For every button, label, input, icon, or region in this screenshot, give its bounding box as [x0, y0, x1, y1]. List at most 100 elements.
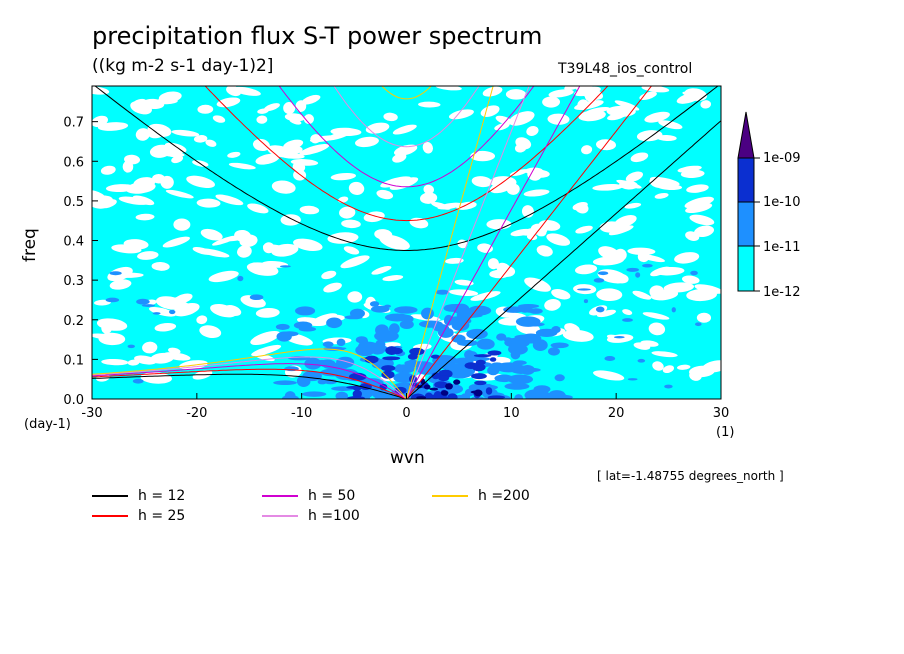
- heatmap-level-1e-11: [249, 294, 264, 301]
- heatmap-level-1e-11: [533, 385, 551, 394]
- heatmap-blank-patch: [151, 262, 170, 271]
- heatmap-blank-patch: [233, 86, 261, 96]
- heatmap-blank-patch: [97, 122, 129, 131]
- heatmap-blank-patch: [551, 289, 571, 300]
- legend-item-h50: h = 50: [262, 488, 355, 504]
- heatmap-blank-patch: [650, 289, 679, 301]
- heatmap-blank-patch: [118, 196, 149, 205]
- heatmap-level-1e-10: [347, 396, 365, 399]
- rossby-curve-h100: [92, 356, 407, 399]
- heatmap-level-1e-11: [437, 327, 454, 338]
- colorbar-bin-1e-11: [737, 201, 755, 247]
- heatmap-level-1e-10: [440, 396, 457, 399]
- heatmap-blank-patch: [633, 342, 651, 350]
- heatmap-blank-patch: [614, 100, 640, 111]
- heatmap-level-1e-11: [604, 355, 616, 362]
- heatmap-level-1e-11: [393, 372, 415, 384]
- heatmap-blank-patch: [482, 86, 503, 97]
- x-tick-label: -30: [81, 406, 102, 421]
- heatmap-blank-patch: [596, 288, 623, 302]
- heatmap-level-1e-11: [404, 360, 418, 366]
- heatmap-level-1e-10: [433, 391, 442, 399]
- heatmap-level-1e-10: [385, 346, 399, 355]
- heatmap-level-1e-10: [364, 355, 379, 364]
- heatmap-blank-patch: [542, 96, 561, 108]
- heatmap-blank-patch: [606, 334, 634, 343]
- heatmap-level-1e-11: [237, 275, 244, 282]
- heatmap-blank-patch: [642, 312, 670, 320]
- heatmap-blank-patch: [700, 100, 712, 109]
- heatmap-blank-patch: [526, 125, 539, 136]
- heatmap-level-1e-10: [473, 354, 492, 358]
- dispersion-curves: [92, 86, 721, 399]
- heatmap-blank-patch: [593, 370, 625, 381]
- heatmap-level-1e-11: [444, 320, 453, 324]
- heatmap-blank-patch: [376, 189, 394, 200]
- heatmap-blank-patch: [208, 270, 239, 283]
- heatmap-blank-patch: [94, 299, 111, 306]
- heatmap-level-1e-11: [503, 337, 513, 343]
- heatmap-blank-patch: [392, 153, 407, 163]
- x-tick-label: 20: [608, 406, 625, 421]
- latitude-note: [ lat=-1.48755 degrees_north ]: [597, 469, 784, 483]
- heatmap-level-1e-10: [464, 362, 478, 370]
- heatmap-level-1e-09: [440, 390, 449, 396]
- y-tick-label: 0.6: [63, 155, 84, 170]
- x-tick-label: -10: [291, 406, 312, 421]
- heatmap-field: [92, 86, 721, 399]
- heatmap-level-1e-11: [467, 305, 492, 316]
- heatmap-level-1e-11: [304, 357, 322, 370]
- heatmap-blank-patch: [256, 115, 268, 124]
- heatmap-level-1e-11: [664, 384, 673, 389]
- y-axis-unit: (day-1): [24, 417, 71, 432]
- legend-swatch-h25: [92, 515, 128, 517]
- heatmap-blank-patch: [505, 89, 527, 100]
- y-tick-label: 0.7: [63, 116, 84, 131]
- heatmap-blank-patch: [198, 248, 230, 258]
- heatmap-level-1e-11: [690, 270, 698, 276]
- heatmap-blank-patch: [470, 150, 496, 162]
- colorbar-label-1e-10: 1e-10: [763, 195, 801, 210]
- rossby-curve-h12: [92, 373, 407, 399]
- heatmap-level-1e-11: [547, 347, 560, 356]
- heatmap-blank-patch: [216, 97, 241, 108]
- heatmap-blank-patch: [418, 101, 441, 108]
- heatmap-blank-patch: [186, 175, 216, 189]
- heatmap-blank-patch: [292, 161, 306, 173]
- heatmap-blank-patch: [564, 86, 581, 91]
- heatmap-level-1e-11: [517, 303, 540, 309]
- heatmap-level-1e-11: [273, 380, 297, 386]
- heatmap-level-1e-11: [279, 265, 291, 268]
- heatmap-blank-patch: [125, 181, 156, 194]
- heatmap-blank-patch: [173, 218, 191, 231]
- heatmap-level-1e-11: [168, 309, 176, 315]
- heatmap-blank-patch: [355, 136, 379, 148]
- heatmap-level-1e-11: [627, 378, 638, 381]
- heatmap-level-1e-11: [335, 391, 349, 399]
- legend-item-h200: h =200: [432, 488, 530, 504]
- heatmap-blank-patch: [250, 330, 281, 346]
- heatmap-blank-patch: [596, 309, 616, 318]
- heatmap-level-1e-11: [515, 316, 541, 327]
- heatmap-blank-patch: [625, 171, 644, 182]
- heatmap-blank-patch: [247, 203, 269, 214]
- heatmap-level-1e-11: [491, 364, 504, 372]
- heatmap-level-1e-11: [635, 272, 641, 278]
- heatmap-level-1e-11: [384, 304, 391, 308]
- heatmap-blank-patch: [228, 162, 256, 170]
- heatmap-blank-patch: [264, 103, 280, 112]
- legend-label-h50: h = 50: [308, 488, 356, 504]
- heatmap-blank-patch: [489, 181, 514, 194]
- heatmap-level-1e-11: [415, 362, 442, 375]
- heatmap-level-1e-11: [551, 326, 561, 334]
- heatmap-level-1e-11: [152, 312, 161, 315]
- heatmap-blank-patch: [578, 110, 606, 122]
- heatmap-blank-patch: [674, 252, 700, 264]
- heatmap-blank-patch: [193, 135, 208, 143]
- heatmap-level-1e-09: [453, 379, 461, 385]
- heatmap-blank-patch: [471, 176, 493, 188]
- gravity-curve-h12: [94, 86, 719, 251]
- heatmap-blank-patch: [196, 198, 221, 208]
- x-axis-label: wvn: [390, 448, 425, 468]
- heatmap-blank-patch: [392, 124, 417, 135]
